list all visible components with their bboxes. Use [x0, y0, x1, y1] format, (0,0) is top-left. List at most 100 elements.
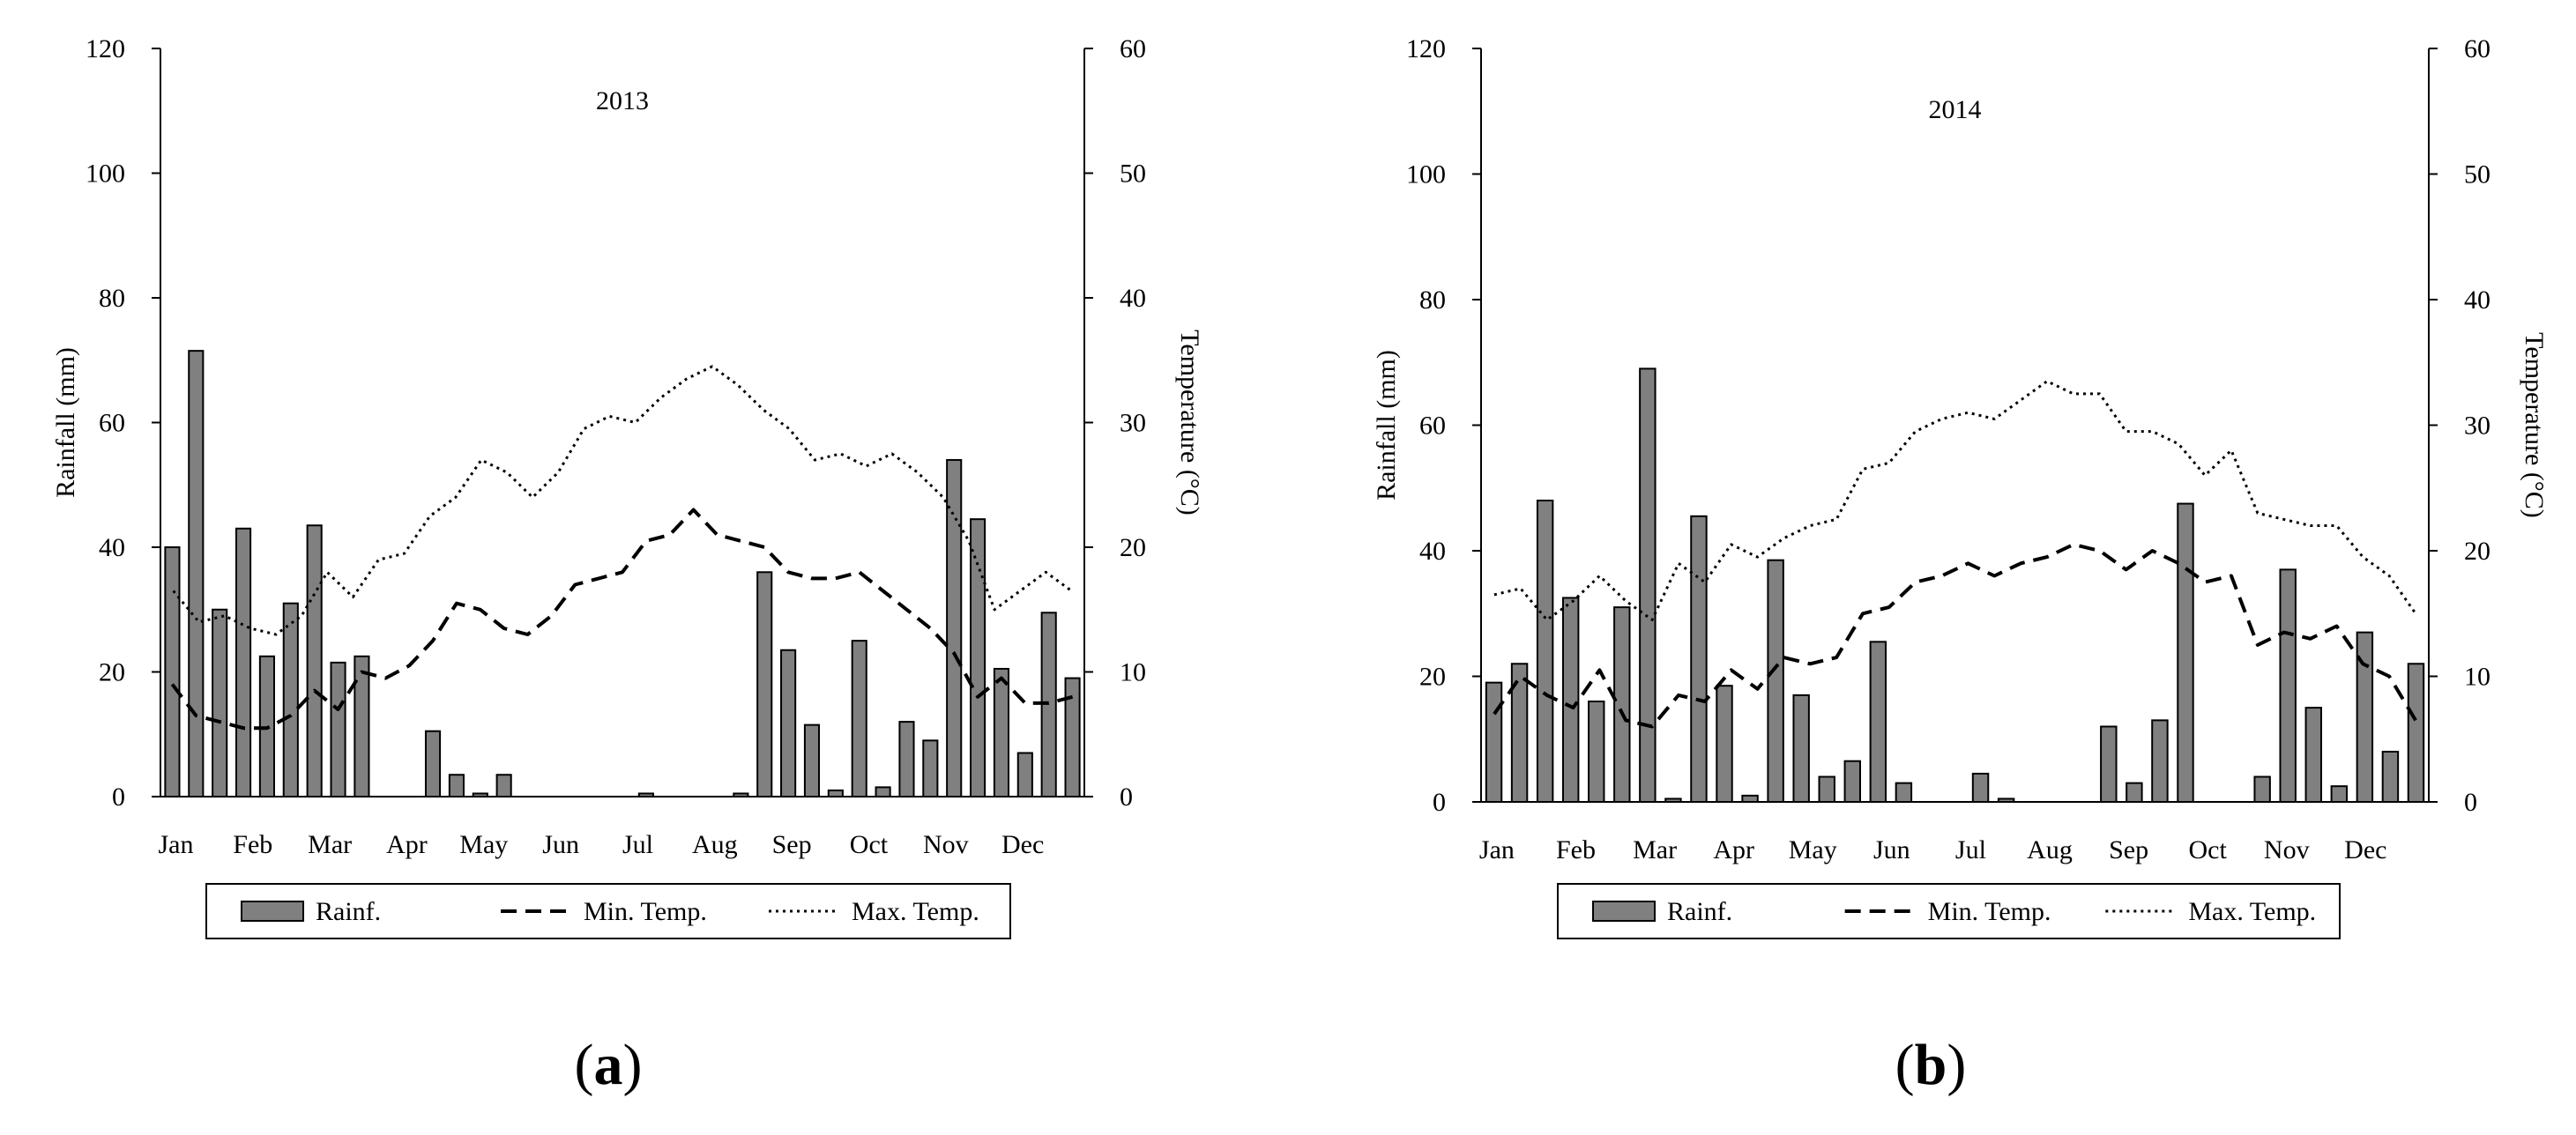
- y-tick-label-right: 20: [2464, 537, 2490, 566]
- rainfall-bar: [212, 608, 228, 797]
- y-tick-label-right: 40: [2464, 286, 2490, 315]
- y-tick-label-right: 0: [1120, 783, 1133, 812]
- rainfall-bar: [448, 774, 465, 797]
- max-temp-line: [1493, 380, 2417, 621]
- y-tick-label-left: 120: [1406, 34, 1446, 63]
- rainfall-bar: [827, 789, 844, 797]
- x-tick-label: Sep: [2109, 835, 2148, 864]
- x-tick-label: Apr: [386, 830, 428, 859]
- y-tick-label-right: 60: [2464, 34, 2490, 63]
- rainfall-bar: [1792, 694, 1810, 803]
- chart-panel-a: 0 20 40 60 80 100 120 0 10 20 30 40 50 60 Jan Feb Mar Apr…: [51, 34, 1204, 1097]
- legend-box: [205, 883, 1011, 939]
- rainfall-bar: [330, 661, 346, 798]
- y-tick-label-right: 60: [1120, 34, 1146, 63]
- y-tick-label-left: 0: [1433, 788, 1446, 817]
- rainfall-bar: [1767, 559, 1784, 803]
- rainfall-bar: [2304, 707, 2322, 803]
- rainfall-bar: [1016, 752, 1033, 797]
- y-tick-label-left: 60: [1419, 412, 1446, 441]
- x-tick-label: Jan: [1479, 835, 1515, 864]
- min-temp-line: [170, 508, 1074, 731]
- rainfall-bar: [1485, 681, 1503, 803]
- panel-caption: (b): [1895, 1033, 1967, 1097]
- x-tick-label: Jul: [1955, 835, 1986, 864]
- rainfall-bar: [875, 786, 891, 798]
- y-axis-title-right: Temperature (°C): [1175, 330, 1204, 516]
- rainfall-bar: [733, 792, 749, 798]
- rainfall-bar: [235, 527, 252, 798]
- y-tick-label-left: 120: [86, 34, 125, 63]
- rainfall-bar: [2177, 502, 2194, 803]
- max-temp-line: [172, 365, 1073, 636]
- rainfall-bar: [780, 649, 797, 797]
- y-axis-title-left: Rainfall (mm): [51, 347, 80, 498]
- rainfall-bar: [922, 739, 939, 798]
- y-tick-label-left: 60: [99, 409, 125, 438]
- chart-title: 2013: [596, 86, 649, 115]
- y-axis-title-right: Temperature (°C): [2520, 332, 2549, 518]
- x-tick-label: Feb: [233, 830, 272, 859]
- rainfall-bar: [2126, 782, 2143, 803]
- rainfall-bars: [1485, 367, 2425, 803]
- y-tick-label-right: 50: [2464, 160, 2490, 189]
- min-temp-line: [1493, 542, 2417, 729]
- rainfall-bar: [2253, 775, 2271, 803]
- x-tick-label: Nov: [2264, 835, 2310, 864]
- x-tick-label: Jun: [1873, 835, 1910, 864]
- x-tick-label: Aug: [692, 830, 738, 859]
- y-tick-label-left: 100: [86, 159, 125, 189]
- x-tick-label: Mar: [308, 830, 352, 859]
- rainfall-bar: [495, 774, 512, 797]
- rainfall-bar: [306, 524, 323, 797]
- x-tick-label: Aug: [2027, 835, 2073, 864]
- x-tick-label: Apr: [1713, 835, 1754, 864]
- rainfall-bar: [1064, 677, 1081, 798]
- x-tick-label: Oct: [2189, 835, 2228, 864]
- legend-label: Min. Temp.: [1928, 897, 2051, 926]
- rainfall-bar: [1690, 515, 1708, 803]
- y-tick-label-left: 20: [1419, 663, 1446, 692]
- x-tick-label: May: [459, 830, 508, 859]
- rainfall-bar: [1588, 701, 1605, 803]
- rainfall-bar: [803, 723, 821, 798]
- rainfall-bar: [851, 640, 867, 797]
- y-tick-label-right: 50: [1120, 159, 1146, 189]
- rainfall-bar: [282, 602, 299, 797]
- rainfall-bars: [164, 350, 1081, 798]
- y-tick-label-left: 80: [1419, 286, 1446, 315]
- y-tick-label-left: 40: [1419, 537, 1446, 566]
- legend-swatch-rainfall: [1592, 901, 1656, 922]
- rainfall-bar: [1843, 760, 1862, 803]
- x-tick-label: Dec: [1001, 830, 1044, 859]
- rainfall-bar: [354, 655, 370, 797]
- legend-label: Rainf.: [316, 897, 381, 926]
- y-tick-label-right: 20: [1120, 533, 1146, 562]
- rainfall-bar: [1510, 663, 1529, 803]
- x-tick-label: Feb: [1556, 835, 1596, 864]
- legend-label: Rainf.: [1667, 897, 1732, 926]
- chart-panel-b: 0 20 40 60 80 100 120 0 10 20 30 40 50 60 Jan Feb Mar Apr…: [1372, 34, 2549, 1097]
- rainfall-bar: [1818, 775, 1835, 803]
- y-tick-label-right: 0: [2464, 788, 2477, 817]
- rainfall-bar: [472, 792, 488, 798]
- rainfall-bar: [2100, 725, 2118, 803]
- y-tick-label-right: 10: [1120, 658, 1146, 687]
- rainfall-bar: [1664, 797, 1682, 803]
- y-tick-label-right: 40: [1120, 284, 1146, 313]
- chart-title: 2014: [1929, 95, 1982, 124]
- rainfall-bar: [2381, 751, 2400, 803]
- legend-box: [1557, 883, 2341, 939]
- rainfall-bar: [2151, 719, 2169, 803]
- rainfall-bar: [946, 458, 963, 797]
- rainfall-bar: [1997, 797, 2015, 803]
- x-tick-label: Jan: [158, 830, 193, 859]
- rainfall-bar: [2279, 568, 2297, 803]
- legend-label: Max. Temp.: [2188, 897, 2316, 926]
- rainfall-bar: [898, 721, 915, 797]
- rainfall-bar: [1716, 685, 1733, 803]
- rainfall-bar: [424, 730, 442, 798]
- x-tick-label: Mar: [1633, 835, 1677, 864]
- rainfall-bar: [1741, 794, 1759, 803]
